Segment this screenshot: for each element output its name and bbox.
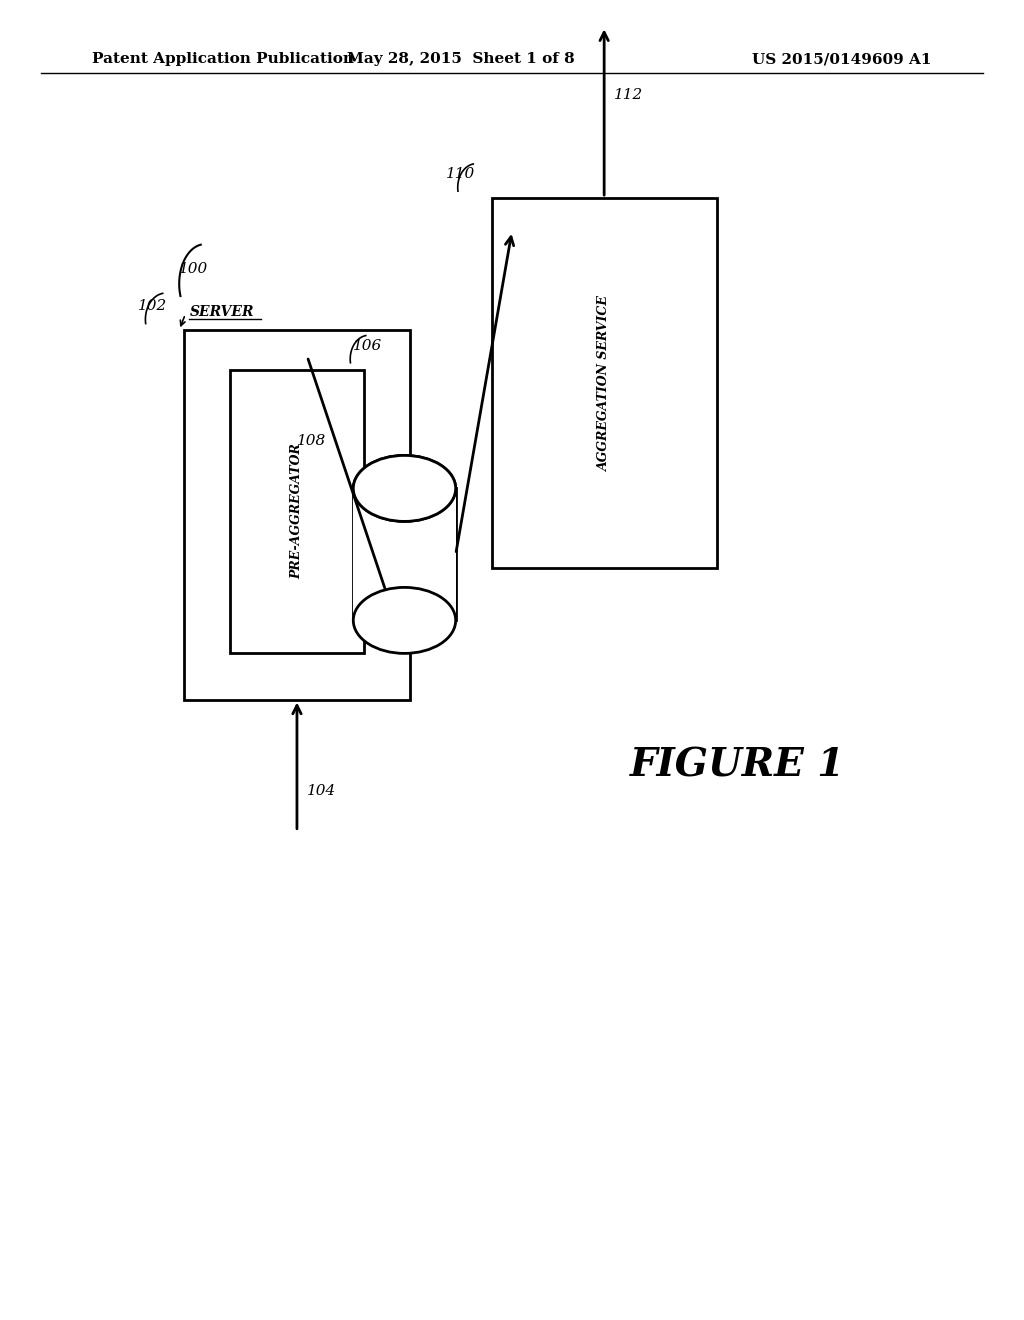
Text: 112: 112: [614, 88, 644, 102]
Ellipse shape: [353, 455, 456, 521]
Text: AGGREGATION SERVICE: AGGREGATION SERVICE: [598, 294, 610, 471]
Text: 100: 100: [179, 263, 209, 276]
Text: SERVER: SERVER: [189, 305, 254, 319]
Text: May 28, 2015  Sheet 1 of 8: May 28, 2015 Sheet 1 of 8: [347, 53, 574, 66]
Ellipse shape: [353, 455, 456, 521]
Bar: [184, 330, 410, 700]
Text: FIGURE 1: FIGURE 1: [630, 747, 845, 784]
Text: PRE-AGGREGATOR: PRE-AGGREGATOR: [291, 444, 303, 579]
Text: 106: 106: [353, 339, 383, 352]
Text: US 2015/0149609 A1: US 2015/0149609 A1: [753, 53, 932, 66]
Text: Patent Application Publication: Patent Application Publication: [92, 53, 354, 66]
Ellipse shape: [353, 587, 456, 653]
Bar: [353, 488, 456, 620]
Text: 108: 108: [297, 434, 327, 447]
Bar: [230, 370, 364, 653]
Text: 104: 104: [307, 784, 337, 797]
Bar: [492, 198, 717, 568]
Text: 102: 102: [138, 300, 168, 313]
Text: 110: 110: [445, 168, 475, 181]
